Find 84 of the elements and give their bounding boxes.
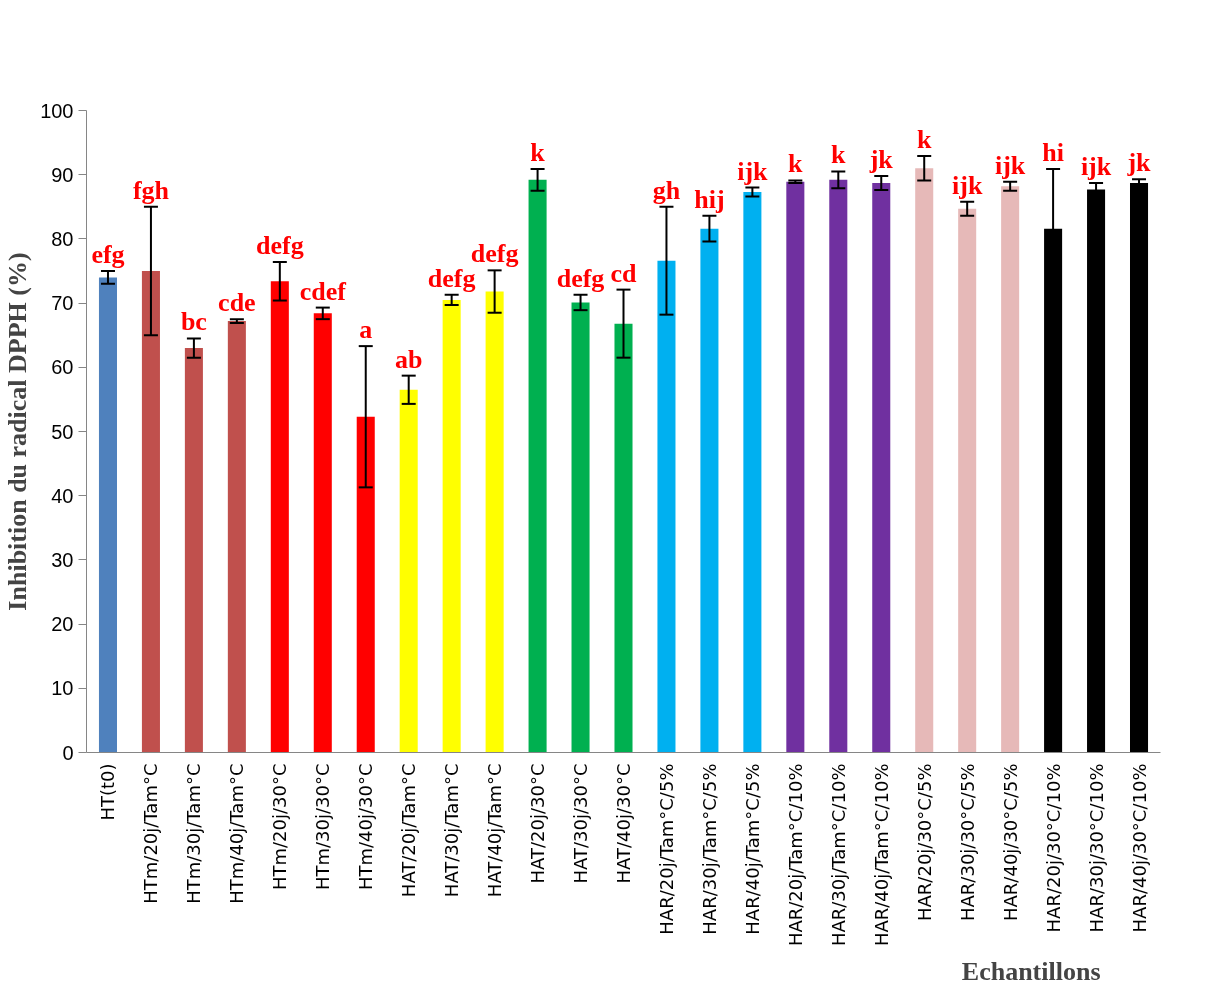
- annotation: bc: [180, 307, 207, 337]
- annotation: defg: [556, 263, 605, 293]
- annotation: gh: [652, 175, 681, 205]
- x-tick-label: HAT/20j/Tam°C: [398, 763, 420, 898]
- x-tick-label: HAR/40j/Tam°C/10%: [870, 763, 892, 947]
- y-tick-label: 50: [51, 420, 74, 443]
- y-tick-label: 100: [40, 99, 74, 122]
- annotation: efg: [91, 240, 125, 269]
- bar: [915, 168, 934, 753]
- bar: [571, 302, 590, 753]
- y-tick-label: 10: [51, 677, 74, 700]
- x-axis-title: Echantillons: [961, 956, 1101, 986]
- bar: [958, 208, 977, 753]
- bar: [829, 179, 848, 753]
- annotation: k: [530, 137, 546, 167]
- annotation: k: [788, 149, 804, 179]
- bar: [528, 179, 547, 753]
- annotation: k: [831, 140, 847, 170]
- y-tick-label: 80: [51, 227, 74, 250]
- x-tick-label: HTm/30j/Tam°C: [183, 763, 205, 904]
- bar: [399, 389, 418, 753]
- x-tick-label: HAR/30j/Tam°C/5%: [698, 763, 720, 935]
- bar: [442, 299, 461, 753]
- x-tick-label: HAR/20j/30°C/5%: [913, 763, 935, 921]
- x-tick-label: HAT/30j/Tam°C: [441, 763, 463, 898]
- bar: [614, 323, 633, 753]
- bar: [786, 181, 805, 753]
- annotation: ijk: [1080, 152, 1112, 182]
- x-tick-label: HTm/20j/Tam°C: [140, 763, 162, 904]
- y-tick-label: 0: [62, 741, 74, 764]
- y-tick-label: 70: [51, 292, 74, 315]
- annotation: cde: [218, 288, 256, 318]
- annotation: cdef: [299, 276, 347, 306]
- x-tick-label: HAR/20j/Tam°C/5%: [655, 763, 677, 935]
- annotation: jk: [868, 144, 894, 174]
- x-tick-label: HAR/40j/30°C/5%: [999, 763, 1021, 921]
- annotation: ijk: [994, 150, 1026, 180]
- bar: [1001, 186, 1020, 753]
- x-tick-label: HTm/40j/Tam°C: [226, 763, 248, 904]
- bar: [184, 348, 203, 753]
- bar: [485, 291, 504, 753]
- y-tick-label: 90: [51, 163, 74, 186]
- bar: [700, 228, 719, 753]
- bar: [227, 321, 246, 753]
- bar: [657, 260, 676, 753]
- bar: [743, 192, 762, 753]
- bar: [313, 313, 332, 753]
- x-tick-label: HAT/20j/30°C: [527, 763, 549, 884]
- x-tick-label: HAR/30j/30°C/10%: [1085, 763, 1107, 933]
- annotation: k: [916, 125, 932, 155]
- annotation: hi: [1042, 137, 1064, 167]
- annotation: ab: [394, 344, 423, 374]
- bar: [98, 277, 117, 753]
- x-tick-label: HT(t0): [97, 763, 119, 821]
- bar: [1130, 183, 1149, 753]
- annotation: ijk: [952, 170, 983, 200]
- bar: [141, 271, 160, 753]
- bar: [270, 281, 289, 753]
- annotation: cd: [610, 258, 638, 288]
- annotation: a: [359, 315, 373, 345]
- x-tick-label: HAR/40j/30°C/10%: [1128, 763, 1150, 933]
- x-tick-label: HTm/40j/30°C: [355, 763, 377, 891]
- x-tick-label: HAR/30j/Tam°C/10%: [827, 763, 849, 947]
- y-tick-label: 60: [51, 356, 74, 379]
- x-tick-label: HAT/30j/30°C: [570, 763, 592, 884]
- x-tick-label: HTm/20j/30°C: [269, 763, 291, 891]
- bar: [356, 416, 375, 753]
- x-tick-label: HAR/40j/Tam°C/5%: [741, 763, 763, 935]
- y-tick-label: 30: [51, 548, 74, 571]
- x-tick-label: HAR/20j/30°C/10%: [1042, 763, 1064, 933]
- x-tick-label: HAR/30j/30°C/5%: [956, 763, 978, 921]
- bar: [872, 183, 891, 753]
- annotation: defg: [255, 231, 304, 261]
- x-tick-label: HAT/40j/30°C: [613, 763, 634, 884]
- y-axis-title: Inhibition du radical DPPH (%): [3, 252, 33, 611]
- annotation: fgh: [132, 175, 170, 205]
- annotation: hij: [694, 184, 725, 214]
- y-tick-label: 40: [51, 484, 74, 507]
- x-tick-label: HAR/20j/Tam°C/10%: [784, 763, 806, 947]
- x-tick-label: HTm/30j/30°C: [312, 763, 334, 891]
- y-tick-label: 20: [51, 613, 74, 636]
- annotation: jk: [1126, 148, 1152, 178]
- annotation: ijk: [737, 156, 769, 186]
- x-tick-label: HAT/40j/Tam°C: [484, 763, 506, 898]
